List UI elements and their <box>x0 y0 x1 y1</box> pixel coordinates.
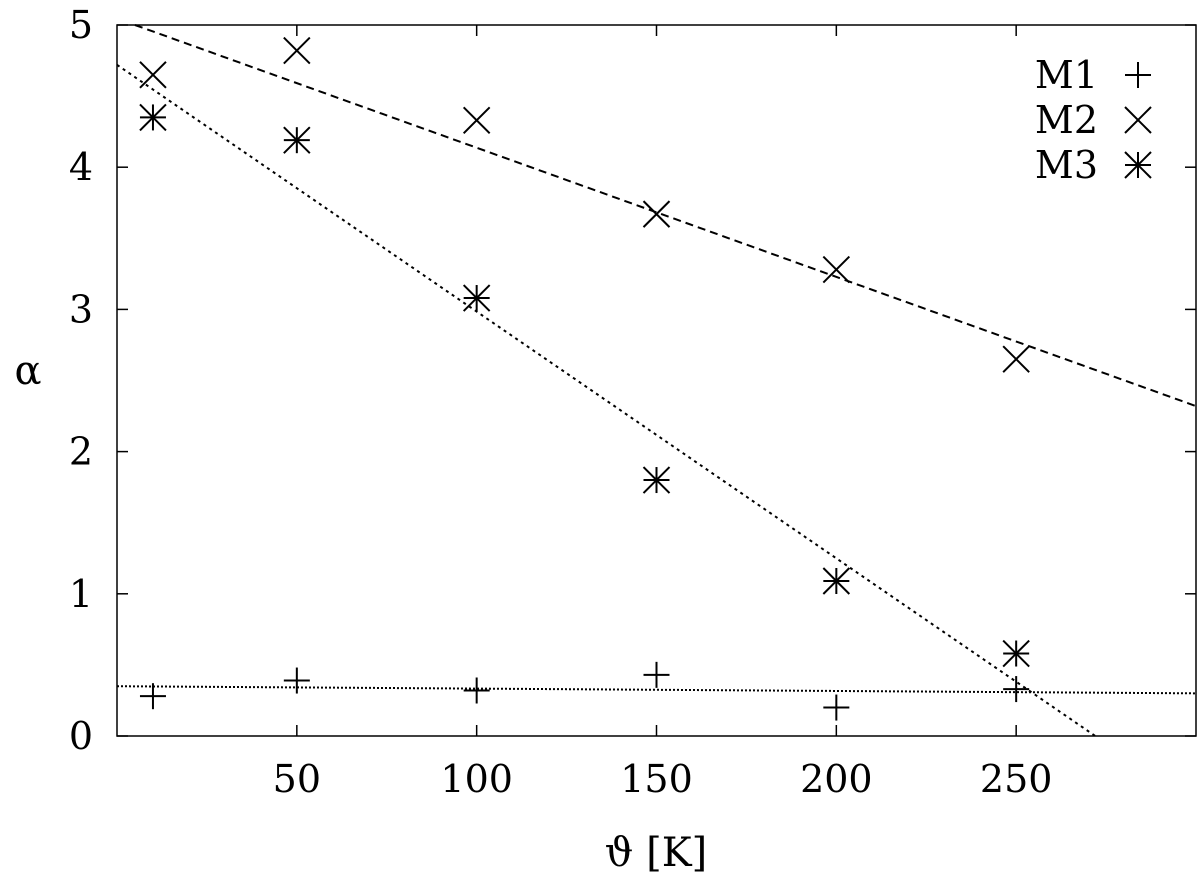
point-m1 <box>463 677 490 704</box>
x-tick-label: 150 <box>620 757 693 801</box>
point-m1 <box>139 683 166 710</box>
legend-marker-m2 <box>1124 106 1152 134</box>
point-m1 <box>283 667 310 694</box>
x-axis-title: ϑ [K] <box>605 830 707 876</box>
legend-label-m2: M2 <box>1035 98 1098 142</box>
point-m1 <box>643 661 670 688</box>
x-tick-label: 50 <box>273 757 321 801</box>
legend-marker-m1 <box>1125 62 1151 88</box>
y-axis-title: α <box>14 348 41 394</box>
x-tick-label: 100 <box>440 757 513 801</box>
axis-ticks: 50 100 150 200 250 0 1 2 3 4 5 <box>69 3 1196 801</box>
point-m1 <box>1003 676 1030 703</box>
fit-line-m3 <box>116 63 1096 737</box>
y-tick-label: 0 <box>69 714 93 758</box>
point-m2 <box>283 36 311 65</box>
point-m3 <box>462 284 491 312</box>
fit-line-m2 <box>134 24 1197 408</box>
point-m2 <box>462 106 491 134</box>
point-m1 <box>823 694 850 721</box>
y-tick-label: 3 <box>69 287 93 331</box>
point-m2 <box>139 61 167 89</box>
point-m3 <box>139 103 167 132</box>
point-m3 <box>642 466 671 494</box>
data-points <box>139 36 1030 721</box>
y-tick-label: 5 <box>69 3 93 47</box>
point-m3 <box>822 567 851 595</box>
point-m2 <box>1002 345 1030 373</box>
legend-label-m3: M3 <box>1035 143 1098 187</box>
point-m3 <box>283 126 311 154</box>
point-m2 <box>822 255 851 284</box>
point-m3 <box>1002 639 1030 668</box>
y-tick-label: 2 <box>69 430 93 474</box>
x-tick-label: 250 <box>980 757 1053 801</box>
x-tick-label: 200 <box>800 757 873 801</box>
y-tick-label: 4 <box>69 145 93 189</box>
legend-label-m1: M1 <box>1035 53 1098 97</box>
y-tick-label: 1 <box>69 572 93 616</box>
point-m2 <box>642 200 671 228</box>
fit-lines <box>116 24 1197 737</box>
legend-marker-m3 <box>1124 151 1152 179</box>
